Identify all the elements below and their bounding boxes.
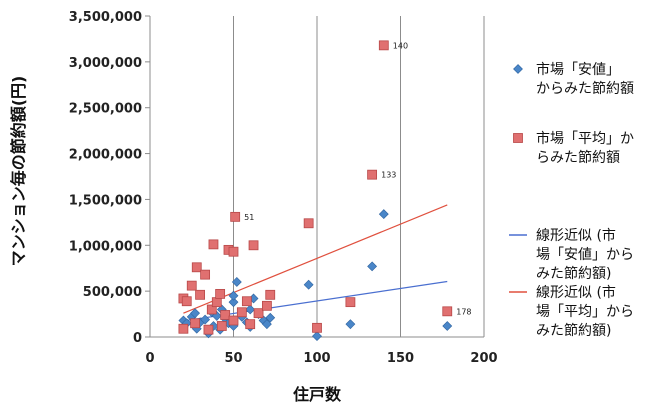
scatter-point-low: [345, 319, 356, 330]
data-label: 178: [456, 307, 471, 316]
legend-symbol-square: [513, 133, 523, 143]
scatter-point-avg: [215, 288, 226, 299]
scatter-point-avg: [203, 324, 214, 335]
legend-label: みた節約額): [536, 322, 611, 339]
scatter-point-low: [228, 297, 239, 308]
legend-entry: 線形近似 (市場「安値」からみた節約額): [509, 227, 634, 282]
legend-label: 場「平均」から: [536, 304, 634, 320]
trendline: [183, 204, 448, 314]
legend-entry: 市場「平均」からみた節約額: [513, 130, 634, 166]
scatter-point-avg: [228, 315, 239, 326]
scatter-point-avg: [236, 307, 247, 318]
scatter-point-avg: [178, 323, 189, 334]
legend-label: みた節約額): [536, 265, 611, 282]
scatter-point-low: [261, 319, 272, 330]
legend-entry: 市場「安値」からみた節約額: [513, 61, 634, 97]
scatter-point-low: [228, 290, 239, 301]
scatter-point-avg: [367, 169, 378, 180]
x-tick-label: 150: [387, 351, 414, 366]
x-tick-label: 0: [145, 351, 154, 366]
scatter-point-avg: [181, 296, 192, 307]
scatter-point-avg: [186, 280, 197, 291]
scatter-point-low: [312, 331, 322, 342]
legend-label: らみた節約額: [536, 149, 620, 166]
scatter-point-avg: [216, 321, 227, 331]
scatter-point-avg: [191, 262, 202, 273]
legend-label: 市場「平均」か: [536, 130, 634, 147]
data-label: 51: [244, 213, 254, 222]
scatter-point-low: [378, 209, 389, 220]
scatter-point-avg: [442, 306, 453, 317]
grid-layer: [233, 16, 485, 337]
scatter-point-low: [367, 261, 378, 272]
scatter-point-avg: [228, 246, 239, 257]
scatter-point-avg: [206, 304, 217, 315]
scatter-point-low: [245, 304, 256, 315]
scatter-point-low: [190, 308, 201, 319]
y-tick-label: 1,500,000: [69, 193, 142, 208]
scatter-point-avg: [261, 300, 272, 311]
y-tick-label: 0: [133, 331, 142, 346]
scatter-point-avg: [345, 297, 356, 308]
scatter-point-avg: [248, 240, 259, 251]
x-tick-label: 50: [224, 351, 242, 366]
legend-symbol-diamond: [513, 64, 523, 74]
data-label: 140: [393, 41, 408, 50]
scatter-point-avg: [190, 318, 200, 329]
scatter-point-low: [231, 277, 242, 287]
scatter-point-avg: [378, 40, 389, 51]
scatter-point-avg: [312, 322, 322, 333]
y-tick-label: 3,500,000: [69, 10, 142, 25]
y-axis-title: マンション毎の節約額(円): [9, 76, 28, 267]
legend-label: 場「安値」から: [536, 247, 634, 263]
scatter-point-low: [303, 279, 314, 290]
y-tick-label: 1,000,000: [69, 239, 142, 254]
axis-layer: 0 50 100 150 200 0 500,000 1,000,000 1,500,000 2,…: [69, 10, 498, 366]
legend-label: からみた節約額: [536, 80, 634, 97]
legend-entry: 線形近似 (市場「平均」からみた節約額): [509, 284, 634, 339]
y-tick-label: 2,500,000: [69, 102, 142, 117]
scatter-point-avg: [241, 296, 252, 307]
scatter-point-avg: [211, 297, 222, 308]
data-label: 133: [381, 171, 396, 180]
scatter-point-avg: [303, 218, 314, 229]
scatter-point-low: [200, 314, 211, 325]
scatter-point-low: [442, 321, 453, 331]
scatter-point-avg: [265, 289, 276, 300]
legend-label: 線形近似 (市: [536, 284, 616, 301]
x-axis-title: 住戸数: [293, 385, 342, 404]
scatter-point-avg: [253, 308, 264, 319]
scatter-point-avg: [230, 211, 241, 222]
point-layer: [178, 40, 453, 342]
y-tick-label: 3,000,000: [69, 56, 142, 71]
legend-label: 市場「安値」: [536, 61, 620, 78]
scatter-point-avg: [208, 239, 219, 250]
legend-label: 線形近似 (市: [536, 227, 616, 244]
x-tick-label: 200: [470, 351, 497, 366]
scatter-point-low: [265, 312, 276, 323]
scatter-point-avg: [245, 319, 256, 330]
annotation-layer: 140 133 51 178: [244, 41, 471, 316]
x-tick-label: 100: [303, 351, 330, 366]
trend-layer: [183, 204, 448, 322]
y-tick-label: 500,000: [83, 285, 142, 300]
scatter-point-avg: [220, 310, 231, 320]
scatter-point-avg: [200, 269, 211, 280]
y-tick-label: 2,000,000: [69, 148, 142, 163]
scatter-point-avg: [195, 289, 206, 300]
